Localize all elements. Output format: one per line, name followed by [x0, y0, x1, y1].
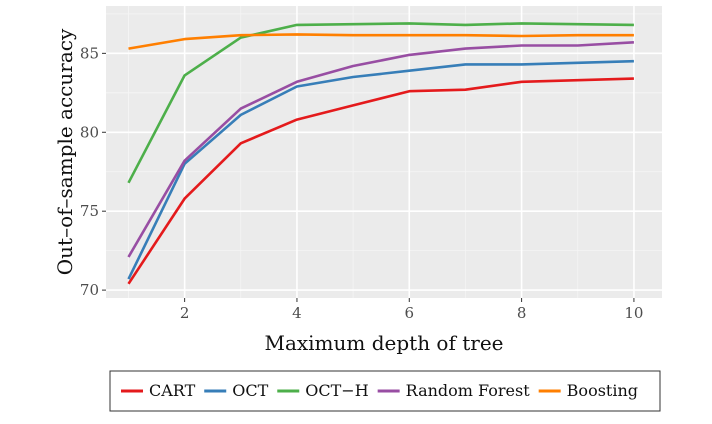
x-tick-label: 6 [404, 304, 414, 322]
legend-item-boosting: Boosting [538, 381, 638, 400]
series-line-random-forest [127, 41, 634, 258]
legend-label: OCT−H [305, 381, 368, 400]
x-tick-label: 8 [517, 304, 527, 322]
y-tick-label: 70 [80, 281, 99, 299]
legend-item-cart: CART [121, 381, 196, 400]
plot-background [106, 6, 662, 298]
series-line-oct-h [127, 22, 634, 184]
y-axis-ticks: 70 75 80 85 [80, 44, 106, 299]
x-axis-title: Maximum depth of tree [264, 331, 503, 355]
series-lines [127, 22, 634, 285]
x-tick-label: 10 [624, 304, 643, 322]
legend-item-oct-h: OCT−H [277, 381, 369, 400]
legend-item-random-forest: Random Forest [377, 381, 531, 400]
legend-label: OCT [232, 381, 268, 400]
x-tick-label: 4 [292, 304, 302, 322]
y-tick-label: 75 [80, 202, 99, 220]
y-axis-title: Out–of–sample accuracy [53, 28, 77, 275]
legend: CART OCT OCT−H Random Forest Boosting [109, 370, 661, 412]
legend-label: Boosting [567, 381, 638, 400]
series-line-cart [127, 77, 634, 285]
legend-item-oct: OCT [204, 381, 269, 400]
y-tick-label: 80 [80, 123, 99, 141]
series-line-boosting [128, 33, 634, 50]
series-line-oct [127, 59, 634, 280]
x-axis-ticks: 2 4 6 8 10 [180, 298, 643, 322]
y-tick-label: 85 [80, 44, 99, 62]
grid-minor [106, 6, 662, 298]
x-tick-label: 2 [180, 304, 190, 322]
legend-items: CART OCT OCT−H Random Forest Boosting [121, 381, 638, 400]
legend-label: CART [149, 381, 196, 400]
legend-label: Random Forest [406, 381, 531, 400]
